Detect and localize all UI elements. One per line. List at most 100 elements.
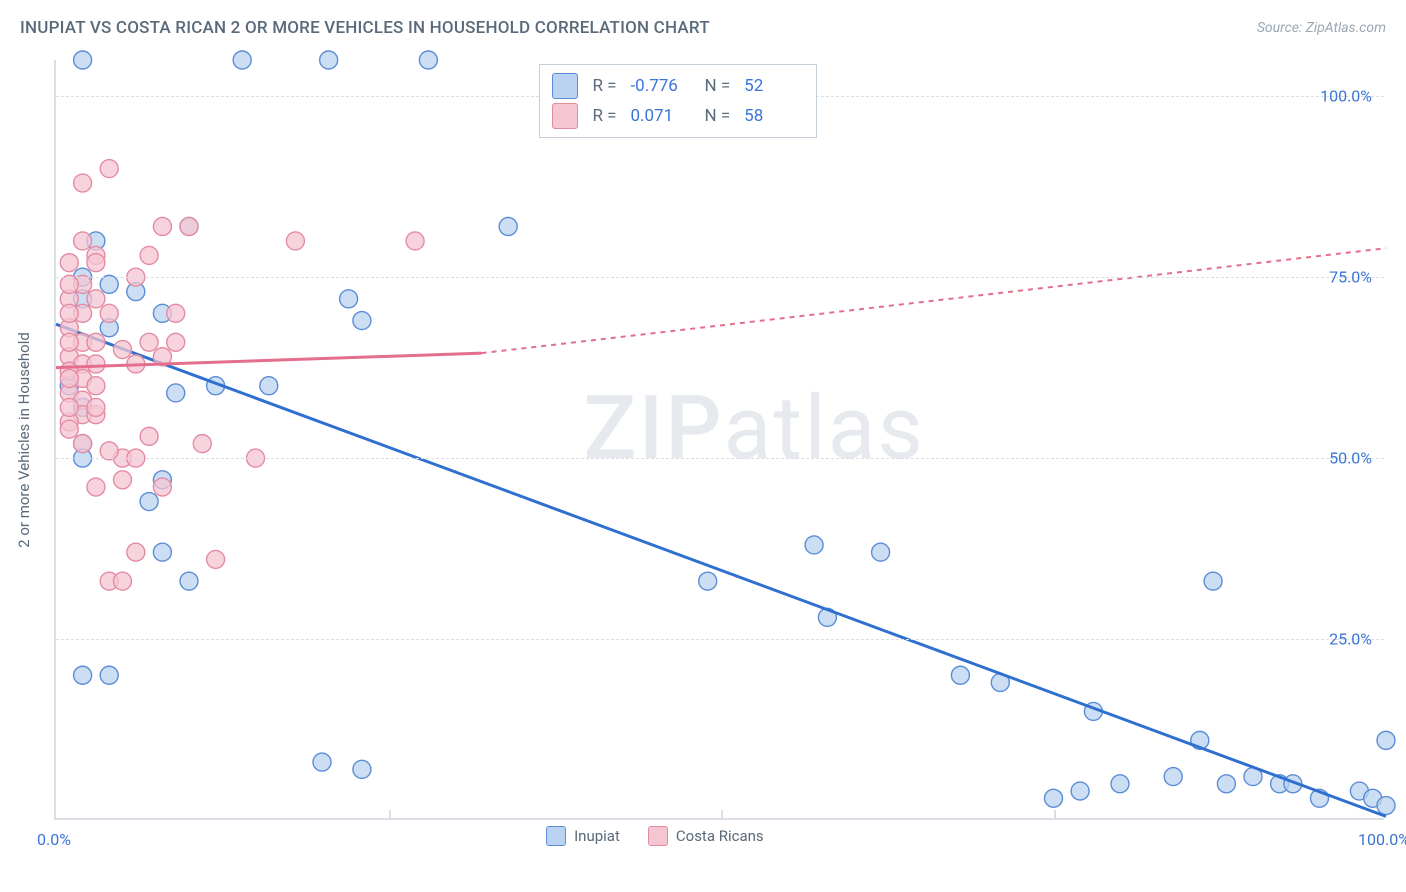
x-minor-tick	[721, 810, 723, 820]
scatter-point	[951, 666, 969, 684]
scatter-point	[127, 543, 145, 561]
legend-item-label: Costa Ricans	[676, 827, 764, 845]
scatter-point	[180, 217, 198, 235]
scatter-point	[60, 420, 78, 438]
scatter-point	[699, 572, 717, 590]
scatter-point	[87, 290, 105, 308]
scatter-point	[153, 543, 171, 561]
legend-swatch	[552, 73, 578, 99]
plot-area: ZIPatlas 25.0%50.0%75.0%100.0%	[54, 60, 1384, 820]
scatter-point	[353, 760, 371, 778]
legend-item: Costa Ricans	[648, 826, 764, 846]
x-minor-tick	[389, 810, 391, 820]
x-tick-label: 0.0%	[37, 830, 71, 849]
scatter-point	[153, 478, 171, 496]
scatter-point	[1204, 572, 1222, 590]
scatter-point	[114, 341, 132, 359]
scatter-point	[60, 398, 78, 416]
scatter-point	[340, 290, 358, 308]
x-tick-label: 100.0%	[1358, 830, 1406, 849]
scatter-point	[805, 536, 823, 554]
scatter-point	[180, 572, 198, 590]
scatter-point	[1045, 789, 1063, 807]
legend-n-label: N =	[704, 106, 730, 126]
scatter-point	[320, 51, 338, 69]
series-legend: Inupiat Costa Ricans	[546, 826, 764, 846]
scatter-point	[499, 217, 517, 235]
legend-n-label: N =	[704, 76, 730, 96]
grid-line-h	[56, 277, 1384, 278]
scatter-point	[1071, 782, 1089, 800]
legend-r-value: 0.071	[630, 106, 690, 126]
scatter-point	[1377, 797, 1395, 815]
scatter-point	[87, 478, 105, 496]
y-tick-label: 75.0%	[1329, 268, 1372, 287]
x-minor-tick	[1054, 810, 1056, 820]
scatter-point	[140, 246, 158, 264]
legend-swatch	[648, 826, 668, 846]
legend-r-value: -0.776	[630, 76, 690, 96]
scatter-point	[140, 427, 158, 445]
trend-line	[56, 324, 1386, 816]
scatter-point	[286, 232, 304, 250]
legend-item-label: Inupiat	[574, 827, 620, 845]
legend-n-value: 58	[744, 106, 804, 126]
scatter-point	[74, 232, 92, 250]
scatter-point	[60, 304, 78, 322]
scatter-point	[419, 51, 437, 69]
plot-svg	[56, 60, 1384, 818]
scatter-point	[114, 471, 132, 489]
scatter-point	[140, 333, 158, 351]
legend-r-label: R =	[592, 106, 616, 126]
scatter-point	[87, 254, 105, 272]
scatter-point	[193, 435, 211, 453]
scatter-point	[1217, 775, 1235, 793]
scatter-point	[233, 51, 251, 69]
scatter-point	[87, 355, 105, 373]
scatter-point	[313, 753, 331, 771]
y-tick-label: 25.0%	[1329, 630, 1372, 649]
scatter-point	[87, 377, 105, 395]
grid-line-h	[56, 639, 1384, 640]
scatter-point	[114, 572, 132, 590]
scatter-point	[74, 666, 92, 684]
scatter-point	[74, 435, 92, 453]
scatter-point	[872, 543, 890, 561]
legend-swatch	[552, 103, 578, 129]
scatter-point	[87, 398, 105, 416]
legend-n-value: 52	[744, 76, 804, 96]
scatter-point	[87, 333, 105, 351]
source-attribution: Source: ZipAtlas.com	[1257, 20, 1386, 36]
legend-stat-row: R = 0.071 N = 58	[552, 101, 804, 131]
scatter-point	[207, 550, 225, 568]
scatter-point	[1111, 775, 1129, 793]
scatter-point	[60, 369, 78, 387]
y-axis-label: 2 or more Vehicles in Household	[15, 332, 33, 548]
trend-line-dashed	[482, 248, 1386, 353]
legend-r-label: R =	[592, 76, 616, 96]
scatter-point	[260, 377, 278, 395]
scatter-point	[153, 217, 171, 235]
scatter-point	[406, 232, 424, 250]
scatter-point	[100, 304, 118, 322]
chart-title: INUPIAT VS COSTA RICAN 2 OR MORE VEHICLE…	[20, 18, 710, 38]
scatter-point	[1164, 768, 1182, 786]
scatter-point	[140, 493, 158, 511]
correlation-legend-box: R = -0.776 N = 52 R = 0.071 N = 58	[539, 64, 817, 138]
scatter-point	[74, 174, 92, 192]
grid-line-h	[56, 458, 1384, 459]
scatter-point	[167, 304, 185, 322]
scatter-point	[74, 51, 92, 69]
scatter-point	[60, 254, 78, 272]
scatter-point	[1377, 731, 1395, 749]
scatter-point	[60, 333, 78, 351]
legend-item: Inupiat	[546, 826, 620, 846]
scatter-point	[100, 666, 118, 684]
scatter-point	[353, 312, 371, 330]
scatter-point	[100, 160, 118, 178]
y-tick-label: 100.0%	[1320, 87, 1372, 106]
legend-stat-row: R = -0.776 N = 52	[552, 71, 804, 101]
scatter-point	[167, 384, 185, 402]
y-tick-label: 50.0%	[1329, 449, 1372, 468]
legend-swatch	[546, 826, 566, 846]
